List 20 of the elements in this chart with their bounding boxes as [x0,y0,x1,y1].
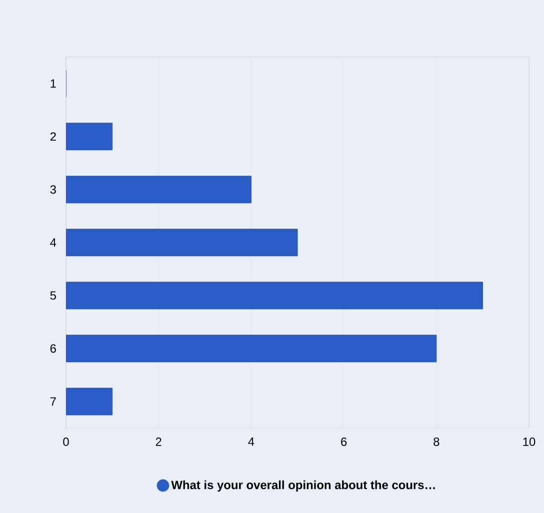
legend-label: What is your overall opinion about the cours… [171,480,435,492]
y-tick-label: 1 [50,79,56,88]
y-tick-label: 6 [50,344,56,353]
y-tick-label: 2 [50,132,56,141]
x-tick-label: 0 [63,438,69,446]
x-tick-label: 2 [156,438,162,446]
bar [66,334,437,362]
bar [66,282,483,310]
x-tick-label: 4 [248,438,254,446]
y-tick-label: 5 [50,291,56,300]
y-tick-label: 7 [50,397,56,406]
x-tick-label: 10 [523,438,536,446]
bar [66,176,252,204]
bar [66,228,298,256]
y-tick-label: 3 [50,185,56,194]
x-tick-label: 6 [341,438,347,446]
x-tick-label: 8 [434,438,440,446]
y-tick-label: 4 [50,238,56,247]
bar [66,122,112,150]
bar [66,388,112,416]
